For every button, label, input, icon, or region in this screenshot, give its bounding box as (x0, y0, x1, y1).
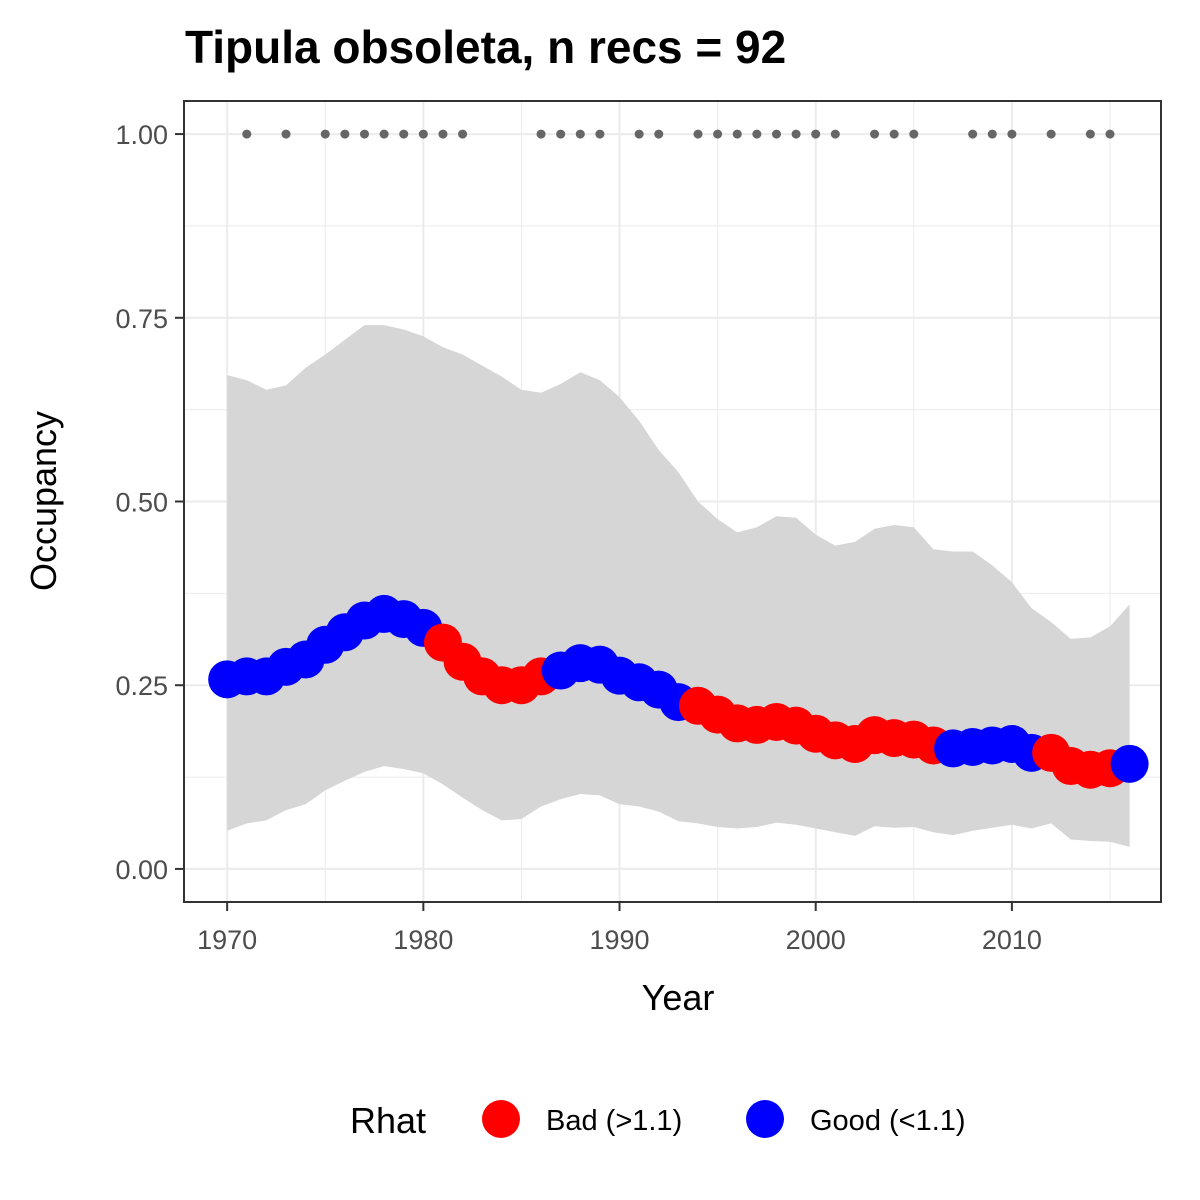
x-tick-label: 2010 (982, 925, 1042, 955)
record-dot (791, 129, 801, 139)
record-dot (870, 129, 880, 139)
confidence-ribbon (227, 325, 1130, 847)
record-dot (438, 129, 448, 139)
record-dot (1085, 129, 1095, 139)
y-axis-title: Occupancy (23, 411, 64, 591)
record-dot (379, 129, 389, 139)
record-dot (713, 129, 723, 139)
record-dot (693, 129, 703, 139)
record-dot (359, 129, 369, 139)
x-tick-label: 2000 (786, 925, 846, 955)
record-dot (1105, 129, 1115, 139)
record-dot (752, 129, 762, 139)
record-dot (968, 129, 978, 139)
record-dot (1007, 129, 1017, 139)
chart-title: Tipula obsoleta, n recs = 92 (185, 21, 786, 73)
y-tick-label: 1.00 (115, 120, 168, 150)
record-dot (1046, 129, 1056, 139)
record-dots (242, 129, 1115, 139)
y-axis: 0.00 0.25 0.50 0.75 1.00 (115, 120, 184, 885)
legend-title: Rhat (350, 1100, 426, 1141)
record-dot (595, 129, 605, 139)
y-tick-label: 0.25 (115, 671, 168, 701)
record-dot (811, 129, 821, 139)
record-dot (634, 129, 644, 139)
occupancy-point-good (1110, 744, 1149, 783)
record-dot (281, 129, 291, 139)
x-tick-label: 1990 (589, 925, 649, 955)
record-dot (830, 129, 840, 139)
record-dot (418, 129, 428, 139)
record-dot (399, 129, 409, 139)
record-dot (458, 129, 468, 139)
record-dot (242, 129, 252, 139)
record-dot (889, 129, 899, 139)
record-dot (987, 129, 997, 139)
record-dot (575, 129, 585, 139)
record-dot (320, 129, 330, 139)
x-axis-title: Year (642, 977, 715, 1018)
x-tick-label: 1970 (197, 925, 257, 955)
record-dot (556, 129, 566, 139)
record-dot (732, 129, 742, 139)
record-dot (771, 129, 781, 139)
y-tick-label: 0.50 (115, 488, 168, 518)
record-dot (909, 129, 919, 139)
y-tick-label: 0.00 (115, 855, 168, 885)
occupancy-points (208, 594, 1149, 789)
record-dot (340, 129, 350, 139)
x-axis: 1970 1980 1990 2000 2010 (197, 902, 1042, 955)
y-tick-label: 0.75 (115, 304, 168, 334)
legend-label-good: Good (<1.1) (810, 1105, 966, 1137)
record-dot (536, 129, 546, 139)
x-tick-label: 1980 (393, 925, 453, 955)
plot-area (183, 100, 1162, 903)
record-dot (654, 129, 664, 139)
legend-label-bad: Bad (>1.1) (546, 1105, 682, 1137)
legend-key-bad (482, 1100, 520, 1138)
legend-key-good (746, 1100, 784, 1138)
legend: Rhat Bad (>1.1) Good (<1.1) (350, 1100, 966, 1141)
